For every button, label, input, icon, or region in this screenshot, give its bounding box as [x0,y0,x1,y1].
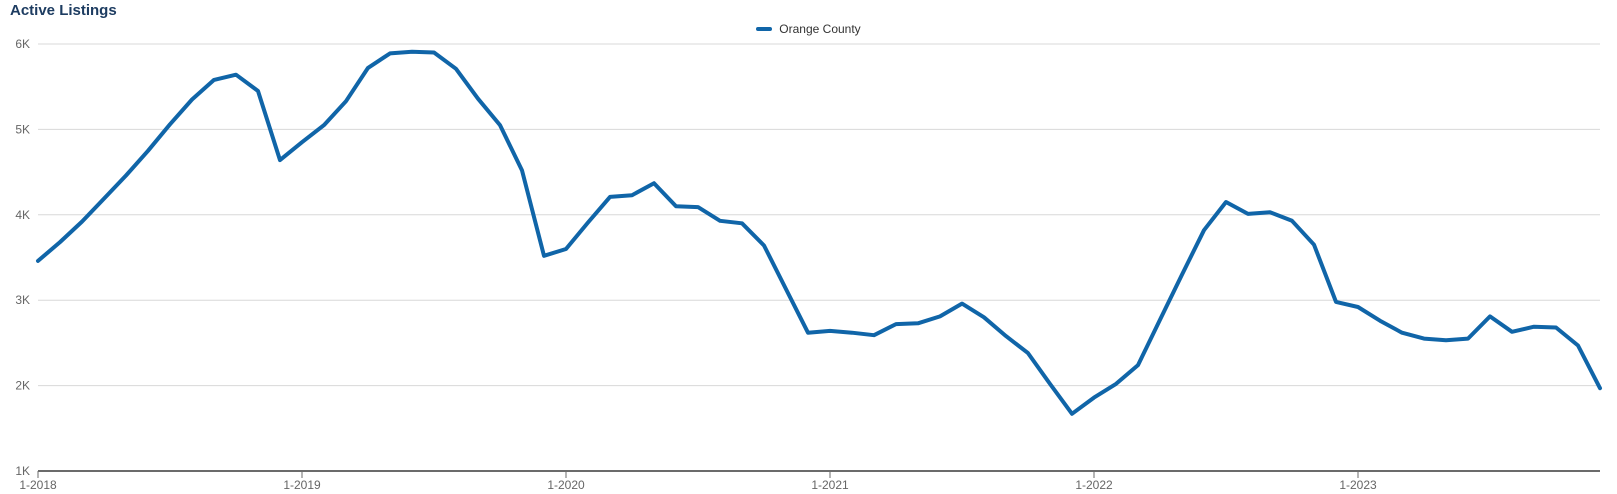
y-axis-label: 2K [15,379,30,393]
x-axis-label: 1-2022 [1075,478,1113,492]
y-axis-label: 6K [15,37,30,51]
x-axis-label: 1-2021 [811,478,849,492]
series-line-orange-county[interactable] [36,49,1602,416]
x-axis-label: 1-2019 [283,478,321,492]
x-axis-label: 1-2018 [19,478,57,492]
y-axis-label: 1K [15,464,30,478]
y-axis-label: 4K [15,208,30,222]
x-axis-label: 1-2023 [1339,478,1377,492]
x-axis-label: 1-2020 [547,478,585,492]
page-title: Active Listings [10,2,117,19]
legend-label: Orange County [779,22,861,36]
legend-line-swatch [756,27,773,31]
y-axis-label: 3K [15,293,30,307]
y-axis-label: 5K [15,122,30,136]
legend: Orange County [0,22,1617,36]
legend-item-orange-county[interactable]: Orange County [756,22,861,36]
